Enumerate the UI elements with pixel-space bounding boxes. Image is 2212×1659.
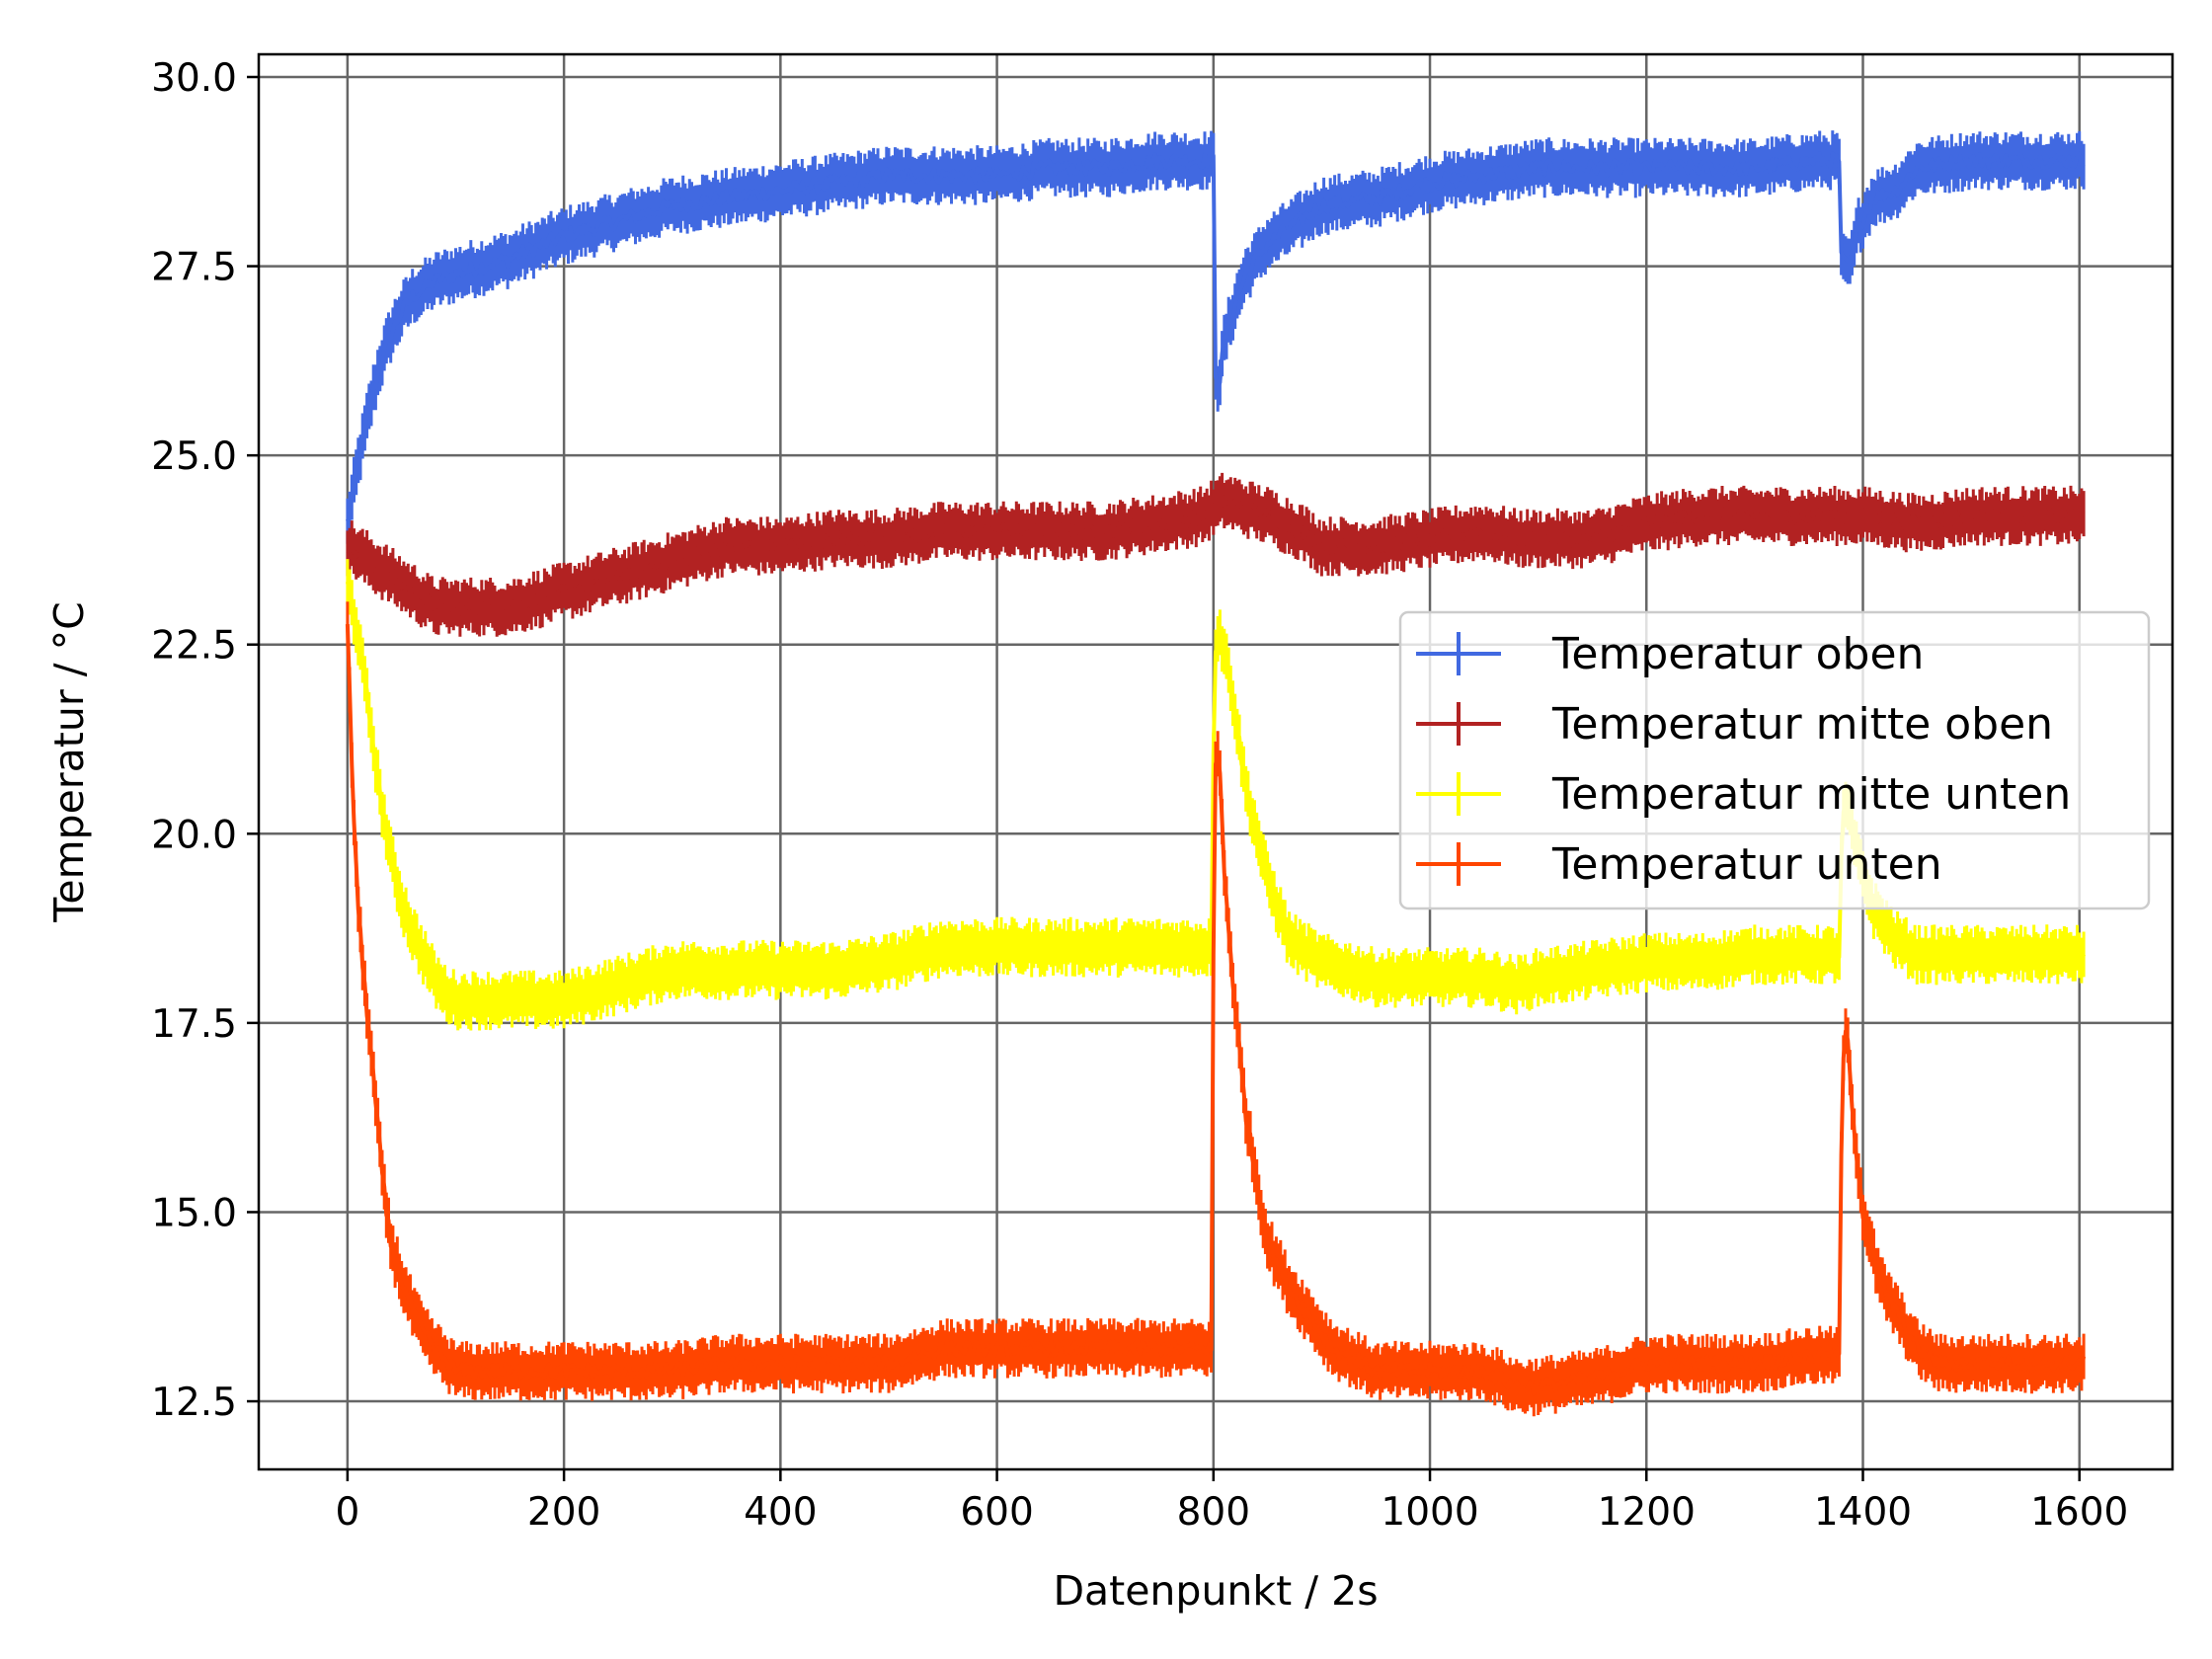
series-4-line	[345, 624, 2087, 1396]
y-tick-label: 20.0	[151, 813, 237, 857]
plot-frame	[257, 52, 2174, 1471]
y-tick-label: 17.5	[151, 1002, 237, 1047]
x-tick-label: 400	[744, 1490, 817, 1535]
y-tick-label: 12.5	[151, 1381, 237, 1425]
series-3	[345, 559, 2086, 1031]
series-1	[345, 130, 2086, 544]
legend-entry: Temperatur unten	[1416, 839, 1942, 890]
x-tick-label: 1200	[1598, 1490, 1696, 1535]
legend: Temperatur oben Temperatur mitte oben Temp…	[1398, 610, 2151, 910]
y-axis-ticks: 12.5 15.0 17.5 20.0 22.5 25.0 27.5 30.0	[151, 56, 259, 1425]
legend-label: Temperatur unten	[1551, 839, 1942, 890]
x-tick-label: 200	[527, 1490, 600, 1535]
y-axis-label: Temperatur / °C	[45, 601, 93, 922]
legend-entry: Temperatur oben	[1416, 629, 1924, 679]
x-tick-label: 1000	[1381, 1490, 1478, 1535]
x-tick-label: 800	[1177, 1490, 1250, 1535]
series-1-line	[345, 151, 2086, 522]
legend-label: Temperatur mitte unten	[1551, 769, 2071, 820]
series-2	[346, 472, 2086, 637]
series-3-line	[345, 581, 2086, 1010]
legend-label: Temperatur oben	[1551, 629, 1924, 679]
legend-entry: Temperatur mitte oben	[1416, 699, 2053, 750]
series-4	[345, 601, 2087, 1417]
x-tick-label: 0	[335, 1490, 359, 1535]
x-tick-label: 600	[960, 1490, 1033, 1535]
series-lines	[345, 130, 2087, 1417]
legend-label: Temperatur mitte oben	[1551, 699, 2053, 750]
legend-box	[1398, 610, 2151, 910]
x-axis-ticks: 0 200 400 600 800 1000 1200 1400 1600	[335, 1469, 2128, 1535]
x-tick-label: 1600	[2030, 1490, 2128, 1535]
x-axis-label: Datenpunkt / 2s	[1053, 1567, 1378, 1615]
y-tick-label: 22.5	[151, 624, 237, 669]
y-tick-label: 15.0	[151, 1191, 237, 1235]
series-2-line	[346, 493, 2086, 616]
y-tick-label: 30.0	[151, 56, 237, 101]
y-tick-label: 25.0	[151, 434, 237, 479]
x-tick-label: 1400	[1814, 1490, 1912, 1535]
y-tick-label: 27.5	[151, 246, 237, 290]
legend-entry: Temperatur mitte unten	[1416, 769, 2071, 820]
